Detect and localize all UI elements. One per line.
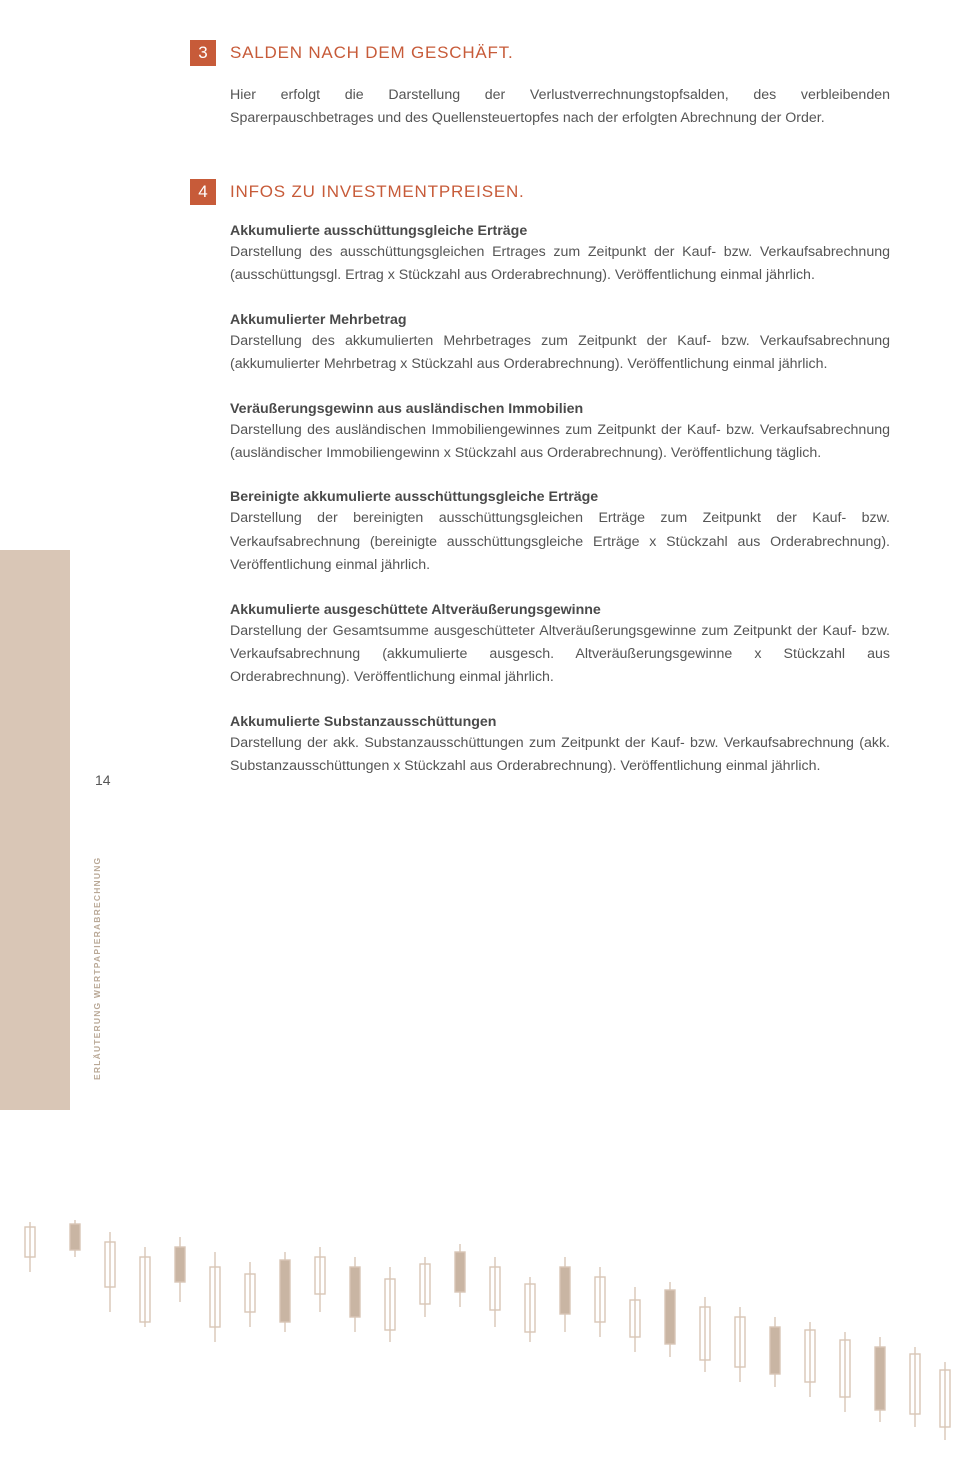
info-item: Bereinigte akkumulierte ausschüttungsgle… [230, 489, 890, 577]
info-item-title: Akkumulierte ausschüttungsgleiche Erträg… [230, 223, 890, 239]
section-number-badge-3: 3 [190, 40, 216, 66]
vertical-section-label: ERLÄUTERUNG WERTPAPIERABRECHNUNG [92, 857, 102, 1080]
main-content: 3 SALDEN NACH DEM GESCHÄFT. Hier erfolgt… [0, 0, 960, 779]
info-item-title: Bereinigte akkumulierte ausschüttungsgle… [230, 489, 890, 505]
info-item-title: Veräußerungsgewinn aus ausländischen Imm… [230, 401, 890, 417]
page-number: 14 [95, 772, 111, 788]
info-item: Akkumulierte Substanzausschüttungen Dars… [230, 714, 890, 779]
section-number-badge-4: 4 [190, 179, 216, 205]
info-item-title: Akkumulierter Mehrbetrag [230, 312, 890, 328]
info-item: Akkumulierte ausschüttungsgleiche Erträg… [230, 223, 890, 288]
info-item-title: Akkumulierte ausgeschüttete Altveräußeru… [230, 602, 890, 618]
info-item-body: Darstellung des akkumulierten Mehrbetrag… [230, 330, 890, 377]
section-3-header: 3 SALDEN NACH DEM GESCHÄFT. [190, 40, 890, 66]
info-item-body: Darstellung des ausländischen Immobilien… [230, 419, 890, 466]
info-item: Akkumulierter Mehrbetrag Darstellung des… [230, 312, 890, 377]
side-color-strip [0, 550, 70, 1110]
info-item-body: Darstellung der bereinigten ausschüttung… [230, 507, 890, 577]
section-4-header: 4 INFOS ZU INVESTMENTPREISEN. [190, 179, 890, 205]
section-3-heading: SALDEN NACH DEM GESCHÄFT. [230, 40, 514, 66]
candlestick-chart [0, 1202, 960, 1482]
info-item-body: Darstellung der Gesamtsumme ausgeschütte… [230, 620, 890, 690]
section-3-body: Hier erfolgt die Darstellung der Verlust… [230, 84, 890, 131]
info-item-title: Akkumulierte Substanzausschüttungen [230, 714, 890, 730]
info-item: Akkumulierte ausgeschüttete Altveräußeru… [230, 602, 890, 690]
info-item: Veräußerungsgewinn aus ausländischen Imm… [230, 401, 890, 466]
info-item-body: Darstellung der akk. Substanzausschüttun… [230, 732, 890, 779]
page-container: 14 ERLÄUTERUNG WERTPAPIERABRECHNUNG 3 SA… [0, 0, 960, 1482]
info-item-body: Darstellung des ausschüttungsgleichen Er… [230, 241, 890, 288]
section-4-heading: INFOS ZU INVESTMENTPREISEN. [230, 179, 525, 205]
